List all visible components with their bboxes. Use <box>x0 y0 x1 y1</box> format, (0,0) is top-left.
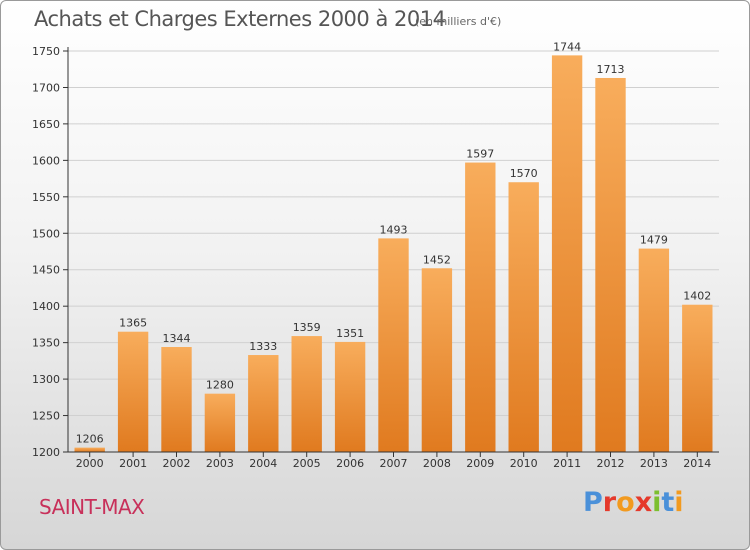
y-tick-label: 1700 <box>32 81 60 94</box>
y-tick-label: 1200 <box>32 446 60 459</box>
bar-2006 <box>334 341 366 452</box>
data-label: 1365 <box>119 317 147 330</box>
x-tick-label: 2001 <box>119 457 147 470</box>
x-tick-label: 2010 <box>510 457 538 470</box>
x-tick-label: 2005 <box>293 457 321 470</box>
data-label: 1344 <box>163 332 191 345</box>
bar-2000 <box>74 447 105 452</box>
data-label: 1479 <box>640 234 668 247</box>
bar-2011 <box>551 55 583 453</box>
data-label: 1402 <box>683 290 711 303</box>
x-tick-label: 2004 <box>249 457 277 470</box>
data-label: 1570 <box>510 167 538 180</box>
bar-2007 <box>378 238 409 452</box>
bar-2012 <box>595 77 626 452</box>
x-tick-label: 2000 <box>76 457 104 470</box>
logo-letter: i <box>652 487 662 518</box>
logo-letter: r <box>602 487 617 518</box>
x-tick-label: 2002 <box>163 457 191 470</box>
data-label: 1359 <box>293 321 321 334</box>
proxiti-logo: Proxiti <box>583 487 684 518</box>
bar-2013 <box>638 248 670 452</box>
x-tick-label: 2008 <box>423 457 451 470</box>
x-tick-label: 2007 <box>380 457 408 470</box>
bar-2002 <box>161 347 192 452</box>
y-tick-label: 1550 <box>32 191 60 204</box>
bar-2014 <box>682 304 713 452</box>
x-tick-label: 2013 <box>640 457 668 470</box>
x-tick-label: 2006 <box>336 457 364 470</box>
data-label: 1493 <box>380 223 408 236</box>
data-label: 1351 <box>336 327 364 340</box>
y-tick-label: 1400 <box>32 300 60 313</box>
bar-2005 <box>291 336 322 452</box>
chart-title: Achats et Charges Externes 2000 à 2014 <box>34 7 446 31</box>
logo-letter: P <box>583 487 603 518</box>
logo-letter: t <box>661 487 675 518</box>
bar-2003 <box>204 393 236 452</box>
bar-2010 <box>508 182 539 452</box>
logo-letter: x <box>634 487 653 518</box>
bar-2001 <box>117 331 149 452</box>
y-tick-label: 1650 <box>32 118 60 131</box>
x-tick-label: 2011 <box>553 457 581 470</box>
y-tick-label: 1600 <box>32 154 60 167</box>
y-tick-label: 1500 <box>32 227 60 240</box>
logo-letter: o <box>616 487 635 518</box>
data-label: 1280 <box>206 379 234 392</box>
bar-2008 <box>421 268 453 452</box>
y-tick-label: 1250 <box>32 410 60 423</box>
x-tick-label: 2012 <box>597 457 625 470</box>
bar-2009 <box>465 162 496 452</box>
data-label: 1713 <box>597 63 625 76</box>
chart-subtitle: (en milliers d'€) <box>415 15 502 28</box>
data-label: 1597 <box>466 148 494 161</box>
y-tick-label: 1750 <box>32 45 60 58</box>
x-tick-label: 2003 <box>206 457 234 470</box>
logo-letter: i <box>674 487 684 518</box>
x-tick-label: 2009 <box>466 457 494 470</box>
data-label: 1452 <box>423 253 451 266</box>
place-name: SAINT-MAX <box>39 495 145 519</box>
y-tick-label: 1450 <box>32 264 60 277</box>
data-label: 1333 <box>249 340 277 353</box>
y-tick-label: 1300 <box>32 373 60 386</box>
x-tick-label: 2014 <box>683 457 711 470</box>
data-label: 1744 <box>553 40 581 53</box>
bar-2004 <box>248 355 279 452</box>
data-label: 1206 <box>76 433 104 446</box>
y-tick-label: 1350 <box>32 337 60 350</box>
